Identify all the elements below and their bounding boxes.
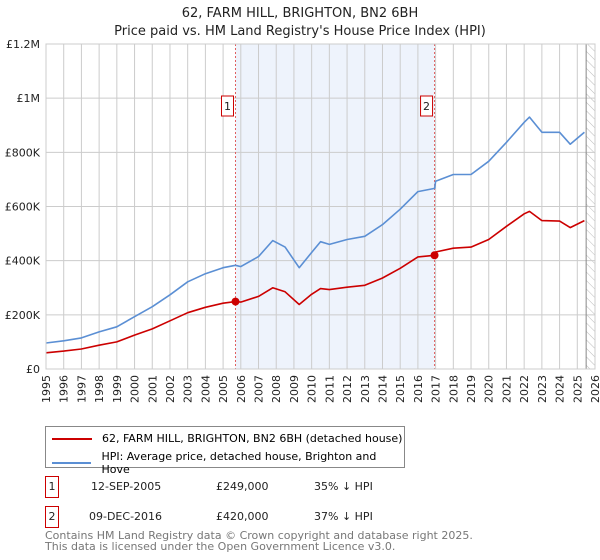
x-tick-label: 2020: [483, 375, 496, 403]
sale-price: £249,000: [216, 480, 269, 493]
x-tick-label: 1999: [111, 375, 124, 403]
y-tick-label: £200K: [5, 309, 41, 322]
y-tick-label: £1M: [17, 92, 41, 105]
sale-marker-badge: 1: [45, 476, 59, 498]
sale-marker-box: [420, 95, 434, 117]
footer-copyright: Contains HM Land Registry data © Crown c…: [45, 529, 473, 542]
sale-marker-label: 2: [420, 95, 434, 117]
y-tick-label: £0: [26, 363, 40, 376]
legend: 62, FARM HILL, BRIGHTON, BN2 6BH (detach…: [45, 426, 405, 476]
series-line: [45, 116, 585, 344]
sale-point: [430, 251, 439, 260]
x-tick-label: 2006: [235, 375, 248, 403]
sale-marker-label: 1: [220, 95, 234, 117]
legend-label: HPI: Average price, detached house, Brig…: [101, 450, 377, 476]
x-tick-label: 1998: [93, 375, 106, 403]
sale-hpi-diff: 35% ↓ HPI: [314, 480, 373, 493]
y-tick-label: £800K: [5, 146, 41, 159]
x-tick-label: 2026: [589, 375, 600, 403]
x-tick-label: 2007: [253, 375, 266, 403]
x-tick-label: 2002: [164, 375, 177, 403]
x-tick-label: 2000: [129, 375, 142, 403]
x-tick-label: 2012: [341, 375, 354, 403]
x-tick-label: 1995: [40, 375, 53, 403]
x-tick-label: 2015: [394, 375, 407, 403]
y-tick-label: £600K: [5, 201, 41, 214]
sale-marker-number: 2: [423, 100, 430, 113]
y-tick-label: £1.2M: [6, 38, 40, 51]
x-tick-label: 1996: [58, 375, 71, 403]
x-tick-label: 2016: [412, 375, 425, 403]
plot-border: [45, 43, 596, 370]
x-tick-label: 2022: [518, 375, 531, 403]
x-tick-label: 2023: [536, 375, 549, 403]
legend-swatch-blue: [52, 462, 92, 464]
sale-price: £420,000: [216, 510, 269, 523]
x-tick-label: 2017: [430, 375, 443, 403]
x-tick-label: 2014: [376, 375, 389, 403]
sale-hpi-diff: 37% ↓ HPI: [314, 510, 373, 523]
chart-plot: 1995 1996 1997 1998 1999 2000 2001 2002 2003 2004…: [5, 38, 600, 403]
sale-date: 12-SEP-2005: [91, 480, 162, 493]
x-tick-label: 2021: [500, 375, 513, 403]
x-tick-label: 2004: [199, 375, 212, 403]
legend-item-property: 62, FARM HILL, BRIGHTON, BN2 6BH (detach…: [52, 432, 402, 445]
x-tick-label: 1997: [75, 375, 88, 403]
x-tick-label: 2013: [359, 375, 372, 403]
sale-marker-badge: 2: [45, 506, 59, 528]
sale-marker-number: 1: [224, 100, 231, 113]
legend-label: 62, FARM HILL, BRIGHTON, BN2 6BH (detach…: [102, 432, 403, 445]
sale-row: 1 12-SEP-2005 £249,000 35% ↓ HPI: [45, 476, 545, 498]
x-tick-label: 2008: [270, 375, 283, 403]
legend-swatch-red: [52, 437, 92, 440]
series-line: [45, 210, 585, 354]
chart-subtitle: Price paid vs. HM Land Registry's House …: [114, 24, 486, 39]
legend-item-hpi: HPI: Average price, detached house, Brig…: [52, 450, 404, 476]
sale-point: [231, 297, 240, 306]
x-tick-label: 2003: [182, 375, 195, 403]
sale-marker-box: [220, 95, 234, 117]
x-tick-label: 2010: [306, 375, 319, 403]
x-tick-label: 2001: [146, 375, 159, 403]
x-tick-label: 2011: [323, 375, 336, 403]
x-tick-label: 2024: [554, 375, 567, 403]
x-tick-label: 2009: [288, 375, 301, 403]
x-tick-label: 2018: [447, 375, 460, 403]
footer-licence: This data is licensed under the Open Gov…: [45, 540, 396, 553]
sale-date: 09-DEC-2016: [89, 510, 163, 523]
x-tick-label: 2025: [571, 375, 584, 403]
y-tick-label: £400K: [5, 255, 41, 268]
x-tick-label: 2005: [217, 375, 230, 403]
x-tick-label: 2019: [465, 375, 478, 403]
sale-row: 2 09-DEC-2016 £420,000 37% ↓ HPI: [45, 506, 545, 528]
chart-title: 62, FARM HILL, BRIGHTON, BN2 6BH: [181, 6, 419, 21]
